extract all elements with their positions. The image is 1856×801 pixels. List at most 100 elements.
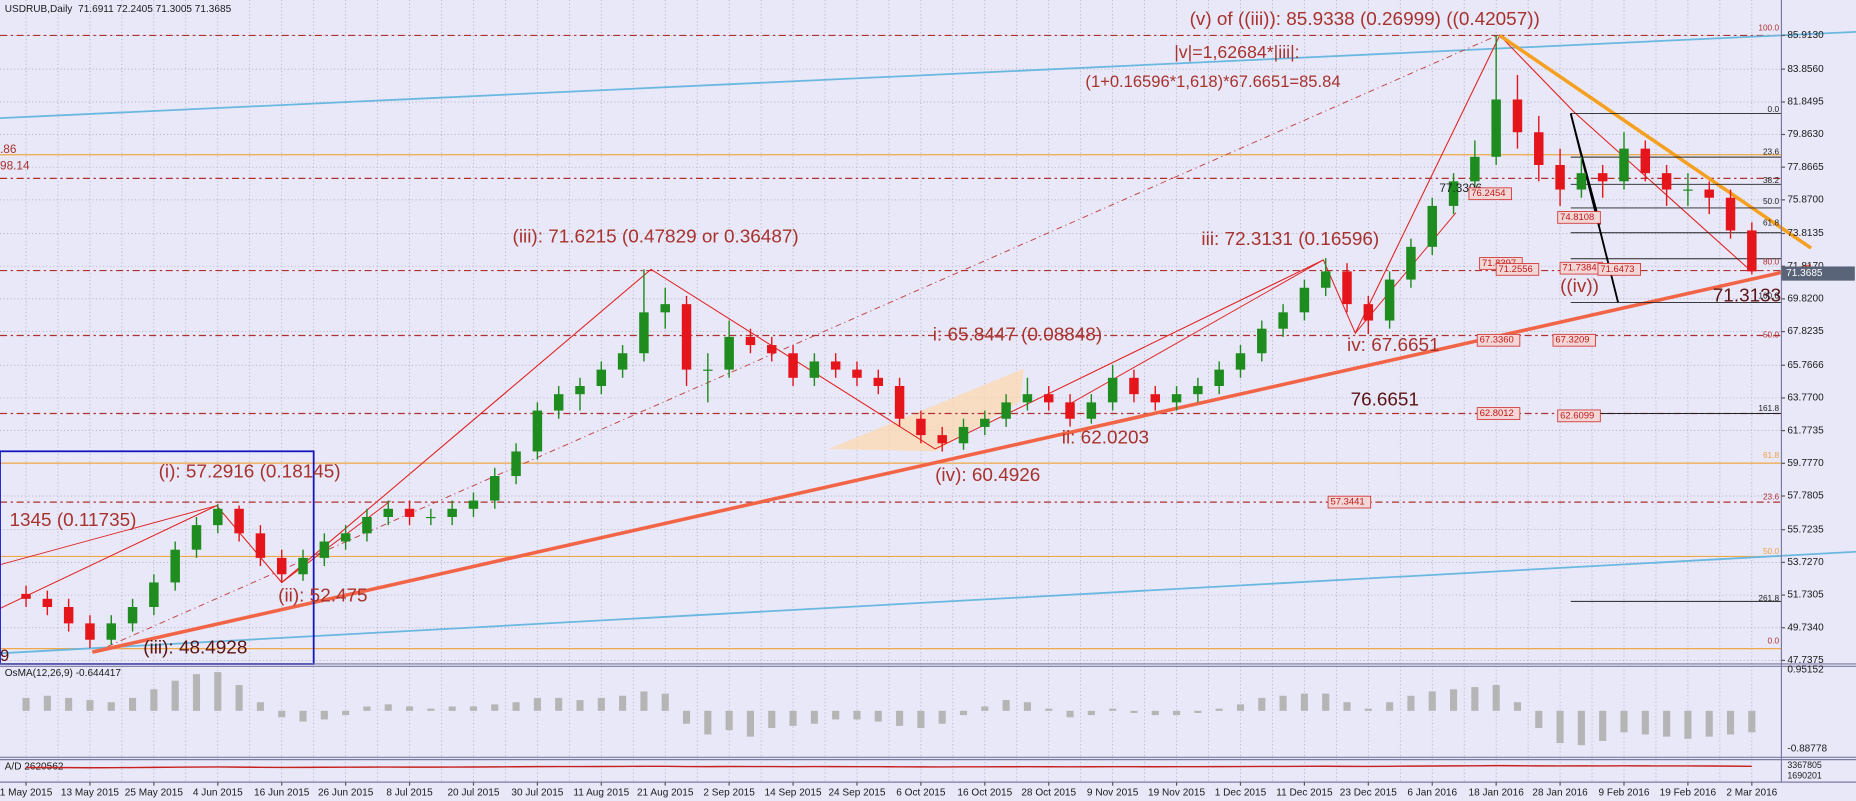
y-tick-label: 55.7235: [1787, 524, 1824, 535]
candle-body: [937, 435, 947, 444]
candle-body: [1065, 402, 1075, 419]
osma-bar: [1471, 687, 1479, 711]
candle-body: [532, 410, 543, 452]
candle-body: [1640, 148, 1651, 174]
fib-anchor: [1570, 113, 1602, 225]
osma-bar: [235, 684, 243, 711]
candle-body: [426, 516, 436, 519]
x-tick-label: 23 Dec 2015: [1340, 787, 1397, 798]
osma-bar: [214, 672, 222, 711]
fib-label: 0.0: [1768, 637, 1780, 646]
osma-bar: [22, 697, 30, 711]
y-tick-label: 85.9130: [1787, 30, 1824, 41]
osma-bar: [1002, 700, 1010, 711]
annotation: (v) of ((iii)): 85.9338 (0.26999) ((0.42…: [1190, 9, 1540, 30]
candle-body: [745, 336, 756, 346]
level-box: [1495, 263, 1540, 276]
fib-label: 0.0: [1768, 105, 1780, 114]
symbol: USDRUB,Daily: [5, 4, 73, 15]
annotation: (i): 57.2916 (0.18145): [159, 462, 341, 483]
level-label: 57.3441: [1330, 497, 1364, 508]
fib-label: 50.0: [1763, 547, 1780, 556]
candle-body: [1555, 164, 1565, 190]
candle-body: [298, 557, 308, 575]
y-tick-label: 73.8135: [1787, 228, 1824, 239]
candle-body: [916, 418, 926, 436]
candle-body: [1491, 99, 1501, 157]
fib-label: 100.0: [1758, 24, 1779, 33]
osma-bar: [192, 674, 201, 711]
osma-title: OsMA(12,26,9) -0.644417: [5, 668, 122, 679]
level-box: [1327, 495, 1372, 509]
x-tick-label: 11 Aug 2015: [573, 787, 629, 798]
candle-body: [1534, 132, 1544, 165]
x-tick-label: 19 Nov 2015: [1148, 787, 1205, 798]
osma-bar: [1513, 702, 1522, 711]
level-box: [1557, 409, 1601, 423]
candle-body: [1384, 279, 1395, 321]
candle-body: [1747, 230, 1757, 272]
osma-bar: [1599, 710, 1607, 741]
x-tick-label: 9 Feb 2016: [1599, 787, 1650, 798]
osma-bar: [43, 695, 51, 711]
osma-bar: [853, 710, 861, 720]
candle-body: [511, 451, 521, 477]
osma-bar: [810, 710, 818, 724]
candle-body: [1129, 377, 1139, 395]
x-tick-label: 6 Jan 2016: [1407, 787, 1457, 798]
x-tick-label: 14 Sep 2015: [765, 787, 822, 798]
candle-body: [617, 353, 628, 370]
candle-body: [1320, 271, 1331, 288]
fib-lines: [1570, 112, 1782, 602]
osma-bar: [917, 710, 925, 729]
osma-bar: [469, 706, 478, 711]
osma-bar: [1556, 710, 1564, 744]
y-tick-label: 1690201: [1787, 771, 1822, 781]
candle-body: [1001, 402, 1011, 419]
osma-bar: [661, 693, 669, 711]
candle-body: [447, 508, 457, 517]
y-tick-label: 79.8630: [1787, 129, 1824, 140]
osma-bar: [938, 710, 946, 724]
candle-body: [42, 598, 53, 608]
osma-bar: [1322, 693, 1330, 711]
osma-bar: [86, 700, 94, 711]
candle-body: [1022, 394, 1033, 403]
y-tick-label: 71.8170: [1787, 261, 1824, 272]
candle-body: [873, 377, 884, 386]
y-tick-label: 63.7700: [1787, 393, 1824, 404]
candle-body: [894, 385, 905, 419]
y-tick-label: 75.8700: [1787, 195, 1824, 206]
osma-bar: [1620, 710, 1628, 733]
candle-body: [575, 385, 585, 395]
candle-body: [490, 476, 500, 501]
trend-line: [1498, 33, 1813, 250]
last-price-tag: [1781, 266, 1855, 281]
osma-bar: [789, 710, 797, 726]
candle-body: [1406, 246, 1416, 280]
fib-label: 23.6: [1763, 493, 1780, 502]
osma-bar: [107, 702, 115, 711]
fib-label: 261.8: [1758, 594, 1779, 603]
osma-bar: [129, 697, 137, 711]
y-tick-label: 49.7340: [1787, 622, 1824, 633]
candle-body: [1214, 369, 1224, 386]
annotation: 9: [0, 646, 9, 665]
candle-body: [149, 582, 159, 608]
osma-bar: [1215, 708, 1223, 711]
x-tick-label: 11 Dec 2015: [1276, 787, 1333, 798]
trend-line: [91, 264, 1812, 654]
osma-bar: [150, 689, 158, 711]
x-tick-label: 9 Nov 2015: [1087, 787, 1139, 798]
osma-bar: [1450, 689, 1458, 711]
y-tick-label: 51.7305: [1787, 590, 1824, 601]
fib-label: 50.0: [1763, 197, 1780, 206]
osma-bar: [1279, 695, 1287, 711]
candle-body: [703, 369, 713, 371]
osma-bar: [363, 706, 371, 711]
x-tick-label: 24 Sep 2015: [828, 787, 885, 798]
fib-label: 61.8: [1763, 218, 1780, 227]
osma-bar: [1684, 710, 1692, 739]
level-label: 67.3209: [1555, 335, 1589, 346]
annotation: 71.3133: [1713, 286, 1781, 307]
